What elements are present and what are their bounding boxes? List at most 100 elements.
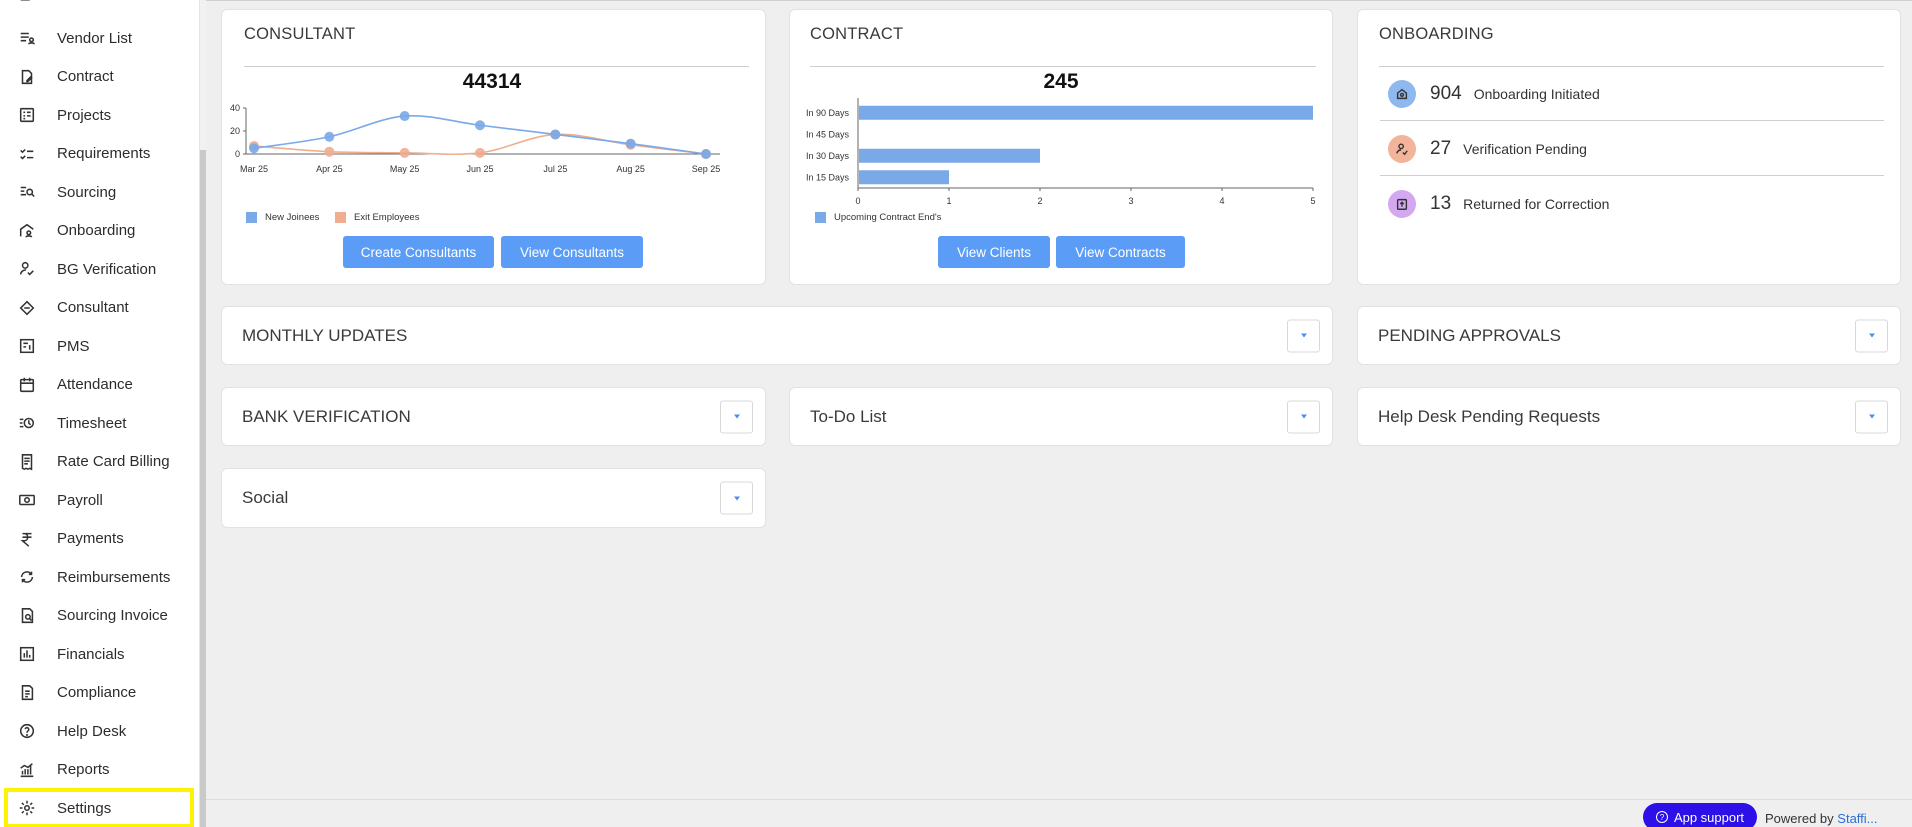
onboarding-label: Onboarding Initiated (1473, 85, 1600, 102)
legend-exit-employees: Exit Employees (335, 212, 419, 223)
social-panel[interactable]: Social (221, 468, 766, 528)
sidebar-item-vendor-list[interactable]: Vendor List (8, 22, 190, 54)
sidebar-item-compliance[interactable]: Compliance (8, 677, 190, 709)
sidebar-item-label: Attendance (57, 376, 133, 393)
rupee-icon (16, 528, 38, 550)
onboarding-title: ONBOARDING (1379, 25, 1494, 43)
onboarding-icon (16, 220, 38, 242)
brand-link[interactable]: Staffi... (1837, 811, 1878, 826)
view-consultants-button[interactable]: View Consultants (501, 236, 643, 268)
sidebar-item-partial[interactable] (8, 0, 190, 6)
payroll-icon (16, 489, 38, 511)
view-contracts-button[interactable]: View Contracts (1056, 236, 1185, 268)
help-icon (16, 720, 38, 742)
sidebar-scrollbar[interactable] (200, 150, 206, 827)
onboarding-row-initiated[interactable]: 904 Onboarding Initiated (1380, 67, 1884, 121)
expand-button[interactable] (1287, 400, 1320, 433)
pending-approvals-panel[interactable]: PENDING APPROVALS (1357, 306, 1901, 365)
x-tick-label: Jun 25 (466, 164, 493, 174)
invoice-search-icon (16, 605, 38, 627)
helpdesk-requests-panel[interactable]: Help Desk Pending Requests (1357, 387, 1901, 446)
x-tick-label: Sep 25 (692, 164, 721, 174)
expand-button[interactable] (720, 400, 753, 433)
onboarding-count: 904 (1430, 82, 1462, 104)
sidebar-item-timesheet[interactable]: Timesheet (8, 407, 190, 439)
panel-title: Social (242, 488, 289, 507)
help-circle-icon: ? (1655, 811, 1668, 823)
data-point (475, 120, 485, 131)
sidebar-item-settings[interactable]: Settings (4, 788, 194, 827)
sidebar-item-bg-verification[interactable]: BG Verification (8, 253, 190, 285)
expand-button[interactable] (1287, 319, 1320, 352)
sidebar-item-label: Compliance (57, 684, 137, 701)
gear-icon (16, 797, 38, 819)
data-point (324, 146, 335, 157)
x-tick-label: 3 (1128, 196, 1133, 206)
sidebar-item-reports[interactable]: Reports (8, 754, 190, 786)
sidebar-item-contract[interactable]: Contract (8, 61, 190, 93)
sidebar-item-label: Payments (57, 530, 124, 547)
contract-card: CONTRACT 245 0 1 2 3 4 5 In 90 Days In 45 Days I… (789, 9, 1333, 285)
bar (859, 148, 1040, 163)
sidebar-item-sourcing[interactable]: Sourcing (8, 176, 190, 208)
x-tick-label: 4 (1219, 196, 1224, 206)
view-clients-button[interactable]: View Clients (938, 236, 1050, 268)
onboarding-row-verification[interactable]: 27 Verification Pending (1380, 122, 1884, 176)
sidebar-item-financials[interactable]: Financials (8, 638, 190, 670)
sidebar-item-payments[interactable]: Payments (8, 523, 190, 555)
onboarding-row-returned[interactable]: 13 Returned for Correction (1380, 177, 1884, 231)
sidebar-item-sourcing-invoice[interactable]: Sourcing Invoice (8, 600, 190, 632)
todo-list-panel[interactable]: To-Do List (789, 387, 1333, 446)
divider (244, 66, 749, 67)
sidebar-item-payroll[interactable]: Payroll (8, 484, 190, 516)
legend-label: New Joinees (265, 212, 320, 223)
sidebar-item-pms[interactable]: PMS (8, 330, 190, 362)
y-tick-label: 20 (230, 126, 240, 136)
onboarding-count: 13 (1430, 193, 1452, 214)
sidebar-item-attendance[interactable]: Attendance (8, 369, 190, 401)
x-tick-label: Apr 25 (316, 164, 343, 174)
sidebar-item-requirements[interactable]: Requirements (8, 138, 190, 170)
legend-swatch (815, 212, 826, 223)
monthly-updates-panel[interactable]: MONTHLY UPDATES (221, 306, 1333, 365)
reimbursement-icon (16, 566, 38, 588)
expand-button[interactable] (1855, 319, 1888, 352)
chevron-down-icon (1300, 414, 1307, 419)
projects-icon (16, 104, 38, 126)
chevron-down-icon (1868, 333, 1875, 338)
expand-button[interactable] (1855, 400, 1888, 433)
panel-title: PENDING APPROVALS (1378, 325, 1561, 345)
y-tick-label: 0 (235, 149, 240, 159)
legend-swatch (246, 212, 257, 223)
sidebar-item-rate-card-billing[interactable]: Rate Card Billing (8, 446, 190, 478)
sidebar-item-reimbursements[interactable]: Reimbursements (8, 561, 190, 593)
sidebar-item-onboarding[interactable]: Onboarding (8, 215, 190, 247)
data-point (550, 129, 561, 140)
divider (810, 66, 1316, 67)
sidebar-item-consultant[interactable]: Consultant (8, 292, 190, 324)
sidebar-item-label: Requirements (57, 145, 151, 162)
expand-button[interactable] (720, 481, 753, 515)
menu-lines-icon (16, 0, 38, 9)
sidebar-item-label: BG Verification (57, 260, 157, 278)
verification-pending-icon (1388, 134, 1416, 163)
chevron-down-icon (733, 496, 740, 500)
sidebar-item-label: Vendor List (57, 29, 133, 47)
consultant-card: CONSULTANT 44314 0 20 40 Mar 25 Apr 25 May 25… (221, 9, 766, 285)
data-point (324, 131, 335, 142)
create-consultants-button[interactable]: Create Consultants (343, 236, 494, 268)
panel-title: BANK VERIFICATION (242, 406, 411, 426)
consultant-title: CONSULTANT (244, 25, 356, 43)
compliance-icon (16, 682, 38, 704)
data-point (475, 147, 485, 158)
sidebar-item-label: Onboarding (57, 222, 136, 239)
bank-verification-panel[interactable]: BANK VERIFICATION (221, 387, 766, 446)
sidebar-item-projects[interactable]: Projects (8, 99, 190, 131)
panel-title: MONTHLY UPDATES (242, 325, 408, 345)
sidebar-item-label: Contract (57, 68, 114, 85)
sidebar-item-label: Timesheet (57, 414, 127, 432)
sidebar-item-label: Sourcing (57, 183, 117, 201)
x-tick-label: Jul 25 (543, 164, 567, 174)
app-support-button[interactable]: ? App support (1643, 803, 1757, 827)
sidebar-item-help-desk[interactable]: Help Desk (8, 715, 190, 747)
